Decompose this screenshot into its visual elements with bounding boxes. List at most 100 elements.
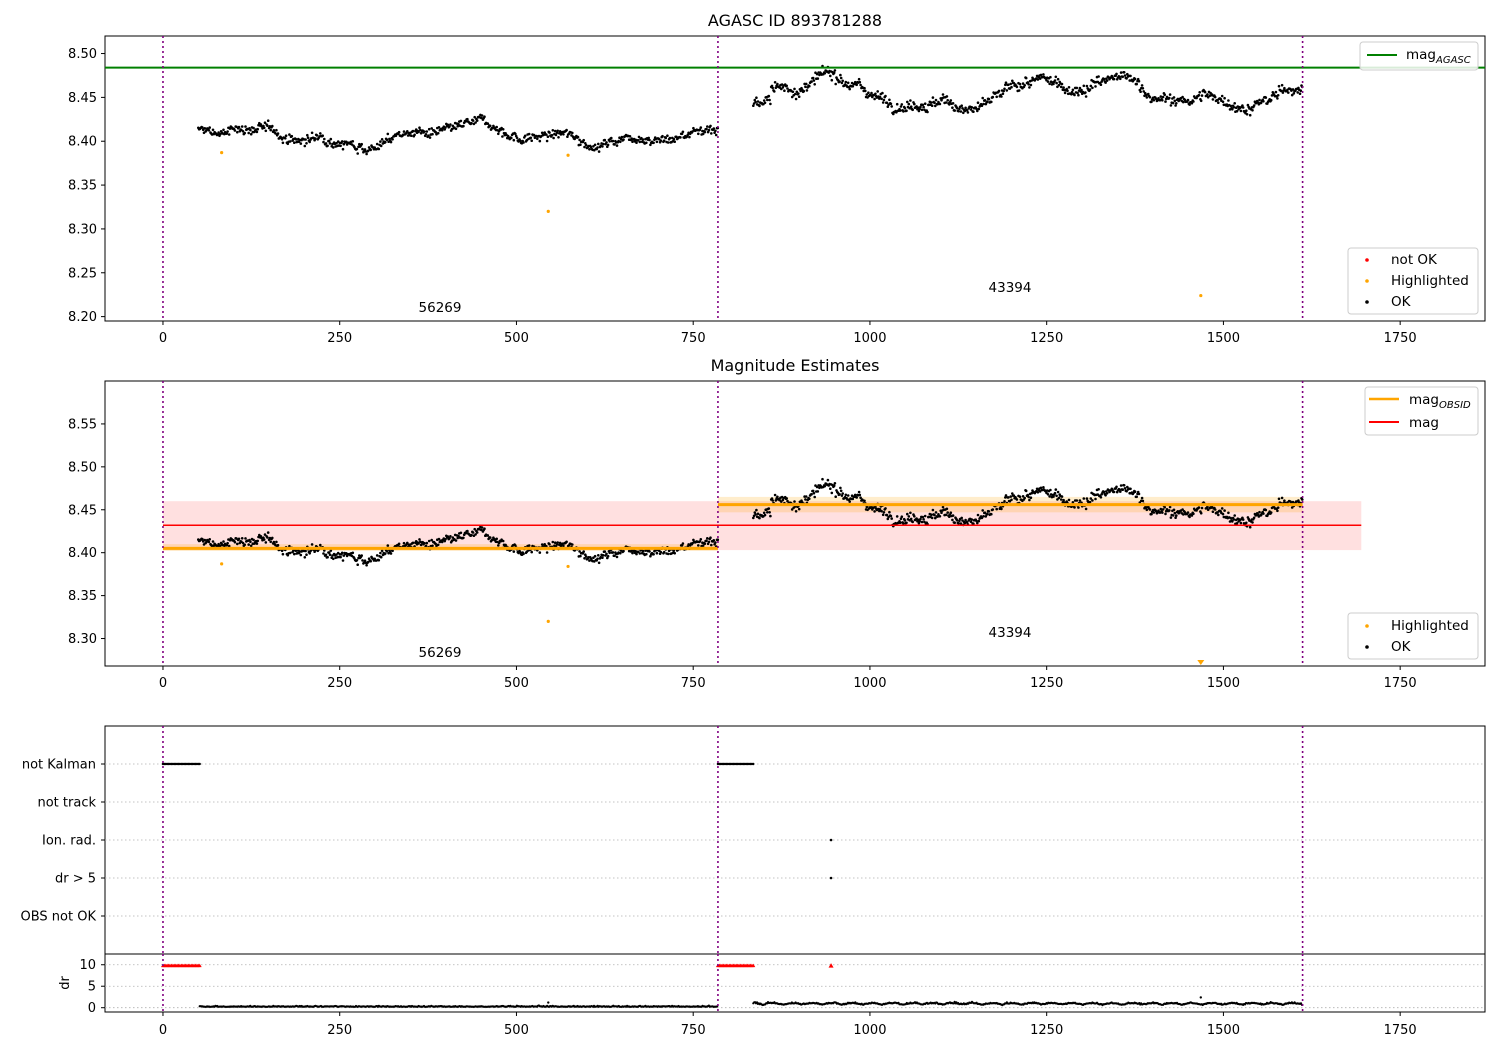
- panel3-content: not Kalman not track Ion. rad. dr > 5 OBS no…: [21, 726, 1485, 954]
- ok-point: [470, 533, 473, 537]
- panel2-ticks: 0 250 500 750 1000 1250 1500 1750 8.30 8.35 8.40 8.…: [68, 417, 1417, 691]
- ok-point: [876, 90, 879, 93]
- ok-point: [363, 148, 367, 151]
- ok-point: [1063, 91, 1067, 95]
- ok-point: [869, 506, 872, 510]
- ok-point: [804, 82, 808, 86]
- x-tick-label: 750: [681, 331, 706, 346]
- ok-point: [1182, 513, 1185, 516]
- ok-point: [975, 519, 978, 523]
- ok-point: [986, 100, 989, 103]
- ok-point: [225, 543, 229, 547]
- ok-point: [459, 531, 463, 535]
- x-tick-label: 1000: [853, 1023, 886, 1038]
- ok-point: [1057, 496, 1061, 500]
- ok-point: [770, 84, 774, 88]
- ok-point: [909, 99, 912, 102]
- ok-point: [546, 135, 550, 138]
- ok-point: [538, 139, 542, 143]
- ok-point: [339, 555, 342, 559]
- ok-point: [384, 140, 387, 144]
- ok-point: [1094, 85, 1097, 88]
- ok-point: [793, 87, 796, 91]
- ok-point: [1097, 488, 1100, 491]
- ok-point: [620, 135, 624, 139]
- ok-point: [672, 549, 676, 552]
- ok-point: [356, 152, 360, 155]
- ok-point: [380, 138, 384, 141]
- ok-point: [597, 150, 601, 153]
- ok-point: [319, 132, 322, 135]
- ok-point: [756, 512, 760, 516]
- ok-point: [703, 542, 707, 545]
- ok-point: [755, 96, 758, 99]
- ok-point: [1141, 87, 1145, 90]
- ok-point: [1140, 84, 1144, 87]
- ok-point: [808, 497, 811, 501]
- ok-point: [332, 557, 335, 561]
- ok-point: [1071, 501, 1075, 504]
- ok-point: [1066, 89, 1069, 92]
- ok-point: [551, 129, 555, 132]
- ok-point: [1287, 91, 1290, 94]
- ok-point: [981, 509, 984, 512]
- ok-point: [710, 543, 713, 547]
- ok-point: [917, 109, 921, 113]
- ok-point: [882, 98, 886, 102]
- ok-point: [705, 539, 708, 543]
- ok-point: [1150, 512, 1153, 516]
- ok-point: [900, 515, 904, 518]
- ok-point: [386, 132, 390, 136]
- ok-point: [1012, 494, 1016, 497]
- y-tick-label: 8.50: [68, 460, 97, 475]
- ok-point: [1233, 514, 1236, 517]
- ok-point: [365, 152, 368, 156]
- ok-point: [619, 140, 622, 144]
- ok-point: [1004, 494, 1008, 497]
- ok-point: [593, 143, 597, 147]
- ok-point: [471, 531, 475, 534]
- ok-point: [1133, 490, 1137, 494]
- ok-point: [873, 97, 876, 101]
- ok-point: [1221, 100, 1225, 104]
- ok-point: [613, 143, 616, 146]
- ok-point: [417, 542, 420, 545]
- ok-point: [1211, 98, 1215, 101]
- ok-point: [716, 538, 720, 541]
- ok-point: [1077, 93, 1080, 97]
- ok-point: [1213, 508, 1217, 511]
- ok-point: [793, 500, 796, 503]
- ok-point: [1067, 498, 1071, 502]
- ok-point: [606, 143, 610, 147]
- ok-point: [888, 510, 891, 514]
- ok-point: [1005, 89, 1009, 92]
- ok-point: [930, 516, 934, 520]
- ok-point: [339, 144, 342, 148]
- ok-point: [611, 139, 615, 143]
- ok-point: [1118, 488, 1121, 491]
- ok-point: [1229, 516, 1233, 520]
- ok-point: [510, 136, 513, 140]
- panel2-title: Magnitude Estimates: [711, 356, 880, 375]
- ok-point: [355, 147, 359, 151]
- ok-point: [1003, 87, 1006, 91]
- y-tick-label: 8.30: [68, 222, 97, 237]
- ok-point: [1277, 84, 1281, 88]
- ok-point: [1075, 86, 1079, 90]
- ok-point: [946, 99, 949, 102]
- ok-point: [457, 534, 460, 538]
- ok-point: [832, 484, 836, 488]
- ok-point: [666, 552, 670, 556]
- ok-point: [335, 141, 338, 145]
- ok-point: [1264, 508, 1268, 512]
- x-tick-label: 1250: [1030, 676, 1063, 691]
- ok-point: [1062, 86, 1065, 89]
- x-tick-label: 1750: [1384, 331, 1417, 346]
- ok-point: [951, 102, 955, 105]
- panel1-data: [197, 64, 1304, 298]
- ok-point: [240, 125, 244, 128]
- ok-point: [259, 123, 263, 126]
- ok-point: [881, 91, 884, 95]
- ok-point: [1280, 83, 1284, 87]
- ok-point: [706, 125, 709, 128]
